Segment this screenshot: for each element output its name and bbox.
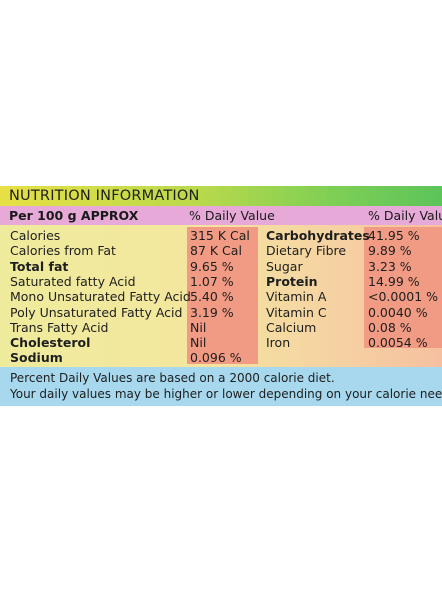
left-nutrient-name: Poly Unsaturated Fatty Acid: [10, 304, 183, 320]
left-nutrient-name: Saturated fatty Acid: [10, 273, 136, 289]
left-nutrient-value: 315 K Cal: [190, 228, 250, 243]
left-nutrient-value: Nil: [190, 335, 207, 351]
right-nutrient-name: Protein: [266, 273, 318, 289]
left-nutrient-value: 5.40 %: [190, 289, 234, 305]
header-band: Per 100 g APPROX % Daily Value % Daily V…: [0, 206, 442, 225]
right-nutrient-name: Vitamin A: [266, 289, 327, 305]
right-nutrient-name: Dietary Fibre: [266, 243, 347, 259]
left-nutrient-value: 87 K Cal: [190, 243, 242, 259]
right-nutrient-name: Calcium: [266, 319, 317, 335]
daily-value-header-left: % Daily Value: [189, 208, 275, 223]
right-nutrient-value: <0.0001 %: [368, 289, 439, 305]
right-nutrient-name: Iron: [266, 335, 291, 351]
left-nutrient-value: 0.096 %: [190, 350, 242, 366]
left-nutrient-name: Mono Unsaturated Fatty Acid: [10, 289, 191, 305]
left-nutrient-name: Trans Fatty Acid: [10, 319, 109, 335]
per-100g-label: Per 100 g APPROX: [9, 208, 139, 223]
right-nutrient-name: Vitamin C: [266, 304, 327, 320]
left-nutrient-name: Calories from Fat: [10, 243, 116, 259]
left-nutrient-name: Cholesterol: [10, 335, 91, 351]
left-nutrient-value: 1.07 %: [190, 273, 234, 289]
left-nutrient-name: Calories: [10, 228, 61, 243]
left-nutrient-name: Sodium: [10, 350, 63, 366]
right-nutrient-value: 0.0054 %: [368, 335, 428, 351]
right-nutrient-value: 14.99 %: [368, 273, 420, 289]
right-nutrient-value: 41.95 %: [368, 228, 420, 243]
left-value-column: [187, 227, 258, 364]
left-nutrient-name: Total fat: [10, 258, 69, 274]
nutrient-table: Calories 315 K Cal Calories from Fat 87 K C…: [0, 225, 442, 367]
right-nutrient-value: 0.08 %: [368, 319, 412, 335]
footer-line-2: Your daily values may be higher or lower…: [10, 387, 442, 401]
left-nutrient-value: 3.19 %: [190, 304, 234, 320]
left-nutrient-value: Nil: [190, 319, 207, 335]
right-nutrient-value: 0.0040 %: [368, 304, 428, 320]
nutrition-panel: NUTRITION INFORMATION Per 100 g APPROX %…: [0, 186, 442, 406]
right-nutrient-name: Sugar: [266, 258, 303, 274]
daily-value-header-right: % Daily Value: [368, 208, 442, 223]
title-band: NUTRITION INFORMATION: [0, 186, 442, 206]
left-nutrient-value: 9.65 %: [190, 258, 234, 274]
footer-line-1: Percent Daily Values are based on a 2000…: [10, 371, 335, 385]
right-value-column: [364, 227, 442, 348]
right-nutrient-value: 9.89 %: [368, 243, 412, 259]
nutrition-title: NUTRITION INFORMATION: [9, 188, 200, 204]
footer-note: Percent Daily Values are based on a 2000…: [0, 367, 442, 406]
right-nutrient-value: 3.23 %: [368, 258, 412, 274]
right-nutrient-name: Carbohydrates: [266, 228, 370, 243]
